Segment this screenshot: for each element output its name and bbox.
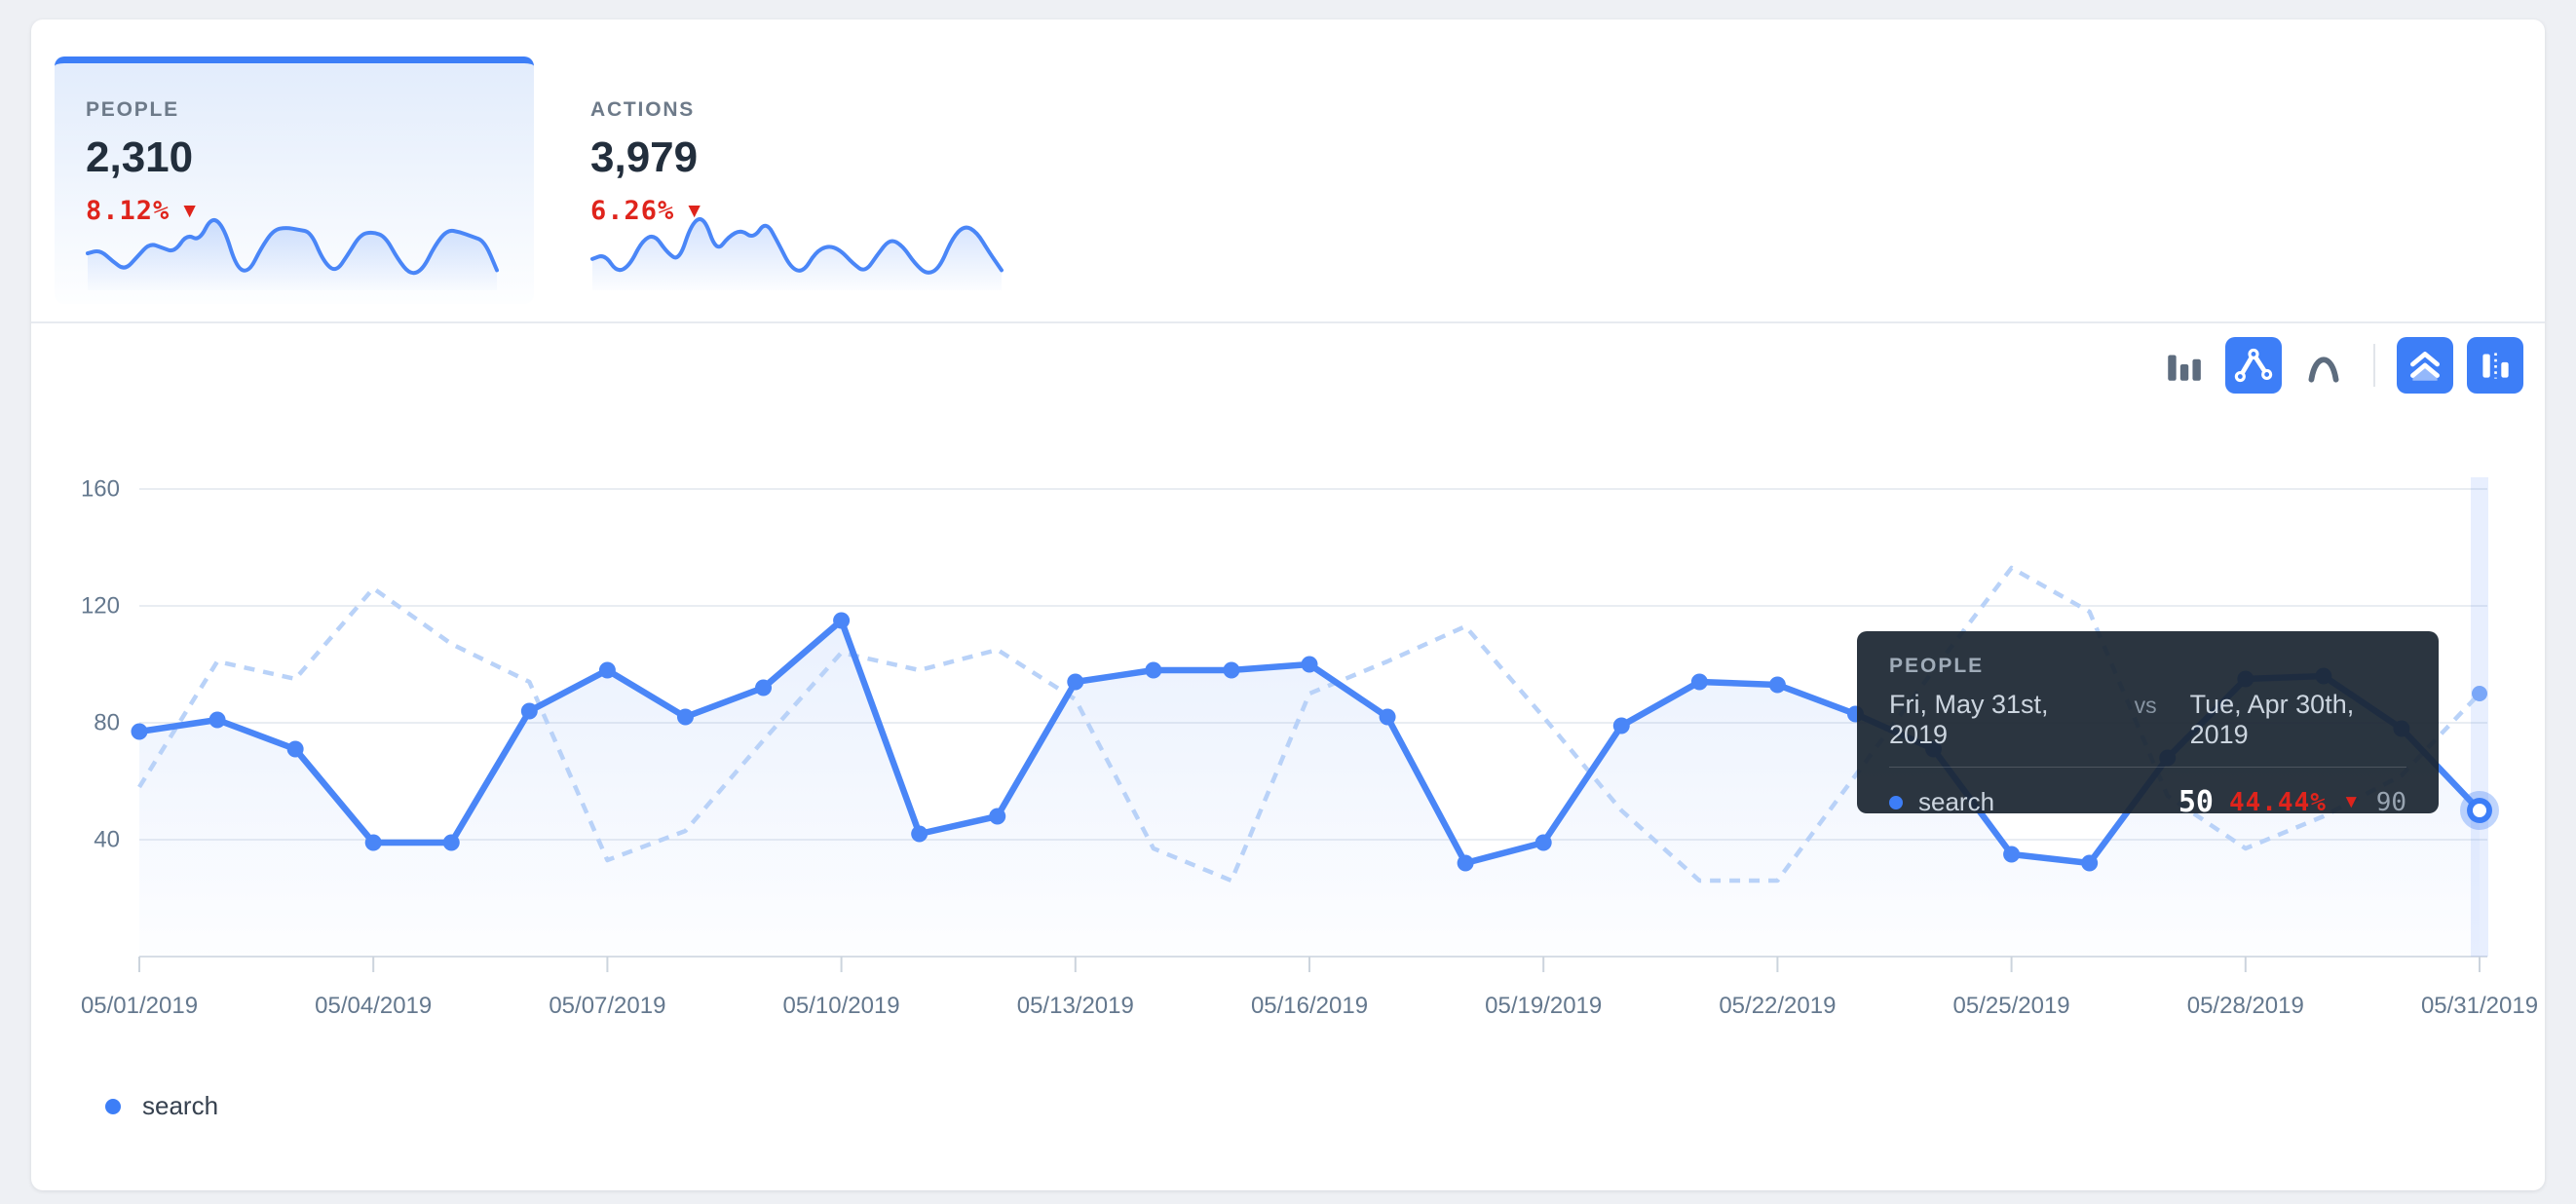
svg-text:05/13/2019: 05/13/2019 — [1017, 993, 1134, 1019]
legend-label: search — [142, 1091, 219, 1120]
bar-chart-button[interactable] — [2155, 337, 2212, 394]
tooltip-series-row: search 50 44.44% ▼ 90 — [1889, 785, 2406, 819]
tooltip-dates: Fri, May 31st, 2019 vs Tue, Apr 30th, 20… — [1889, 690, 2406, 750]
curve-chart-button[interactable] — [2295, 337, 2352, 394]
change-percent: 6.26% — [590, 196, 675, 226]
svg-text:160: 160 — [81, 476, 120, 503]
down-arrow-icon: ▼ — [179, 200, 201, 222]
tooltip-date-current: Fri, May 31st, 2019 — [1889, 690, 2049, 749]
svg-text:40: 40 — [94, 827, 120, 853]
tooltip-current-value: 50 — [2178, 785, 2214, 819]
compare-columns-icon — [2482, 353, 2509, 379]
stacked-area-button[interactable] — [2397, 337, 2453, 394]
tooltip-date-previous: Tue, Apr 30th, 2019 — [2189, 690, 2355, 749]
card-change: 8.12% ▼ — [86, 196, 503, 226]
svg-text:05/07/2019: 05/07/2019 — [549, 993, 665, 1019]
tooltip-divider — [1889, 767, 2406, 768]
svg-text:05/22/2019: 05/22/2019 — [1719, 993, 1836, 1019]
tooltip-vs-label: vs — [2134, 693, 2157, 718]
svg-text:05/04/2019: 05/04/2019 — [315, 993, 432, 1019]
series-ring-icon — [1889, 795, 1903, 809]
line-chart-icon — [2234, 348, 2273, 383]
svg-text:05/01/2019: 05/01/2019 — [81, 993, 198, 1019]
change-percent: 8.12% — [86, 196, 170, 226]
curve-chart-icon — [2308, 357, 2339, 383]
compare-columns-button[interactable] — [2467, 337, 2523, 394]
down-arrow-icon: ▼ — [2341, 791, 2361, 812]
tooltip-series-label: search — [1918, 787, 1995, 816]
tooltip-title: PEOPLE — [1889, 655, 1985, 677]
card-label: ACTIONS — [590, 98, 696, 121]
toolbar-divider — [2373, 344, 2375, 387]
legend[interactable]: search — [105, 1091, 218, 1121]
svg-text:05/10/2019: 05/10/2019 — [783, 993, 900, 1019]
chart-tooltip: PEOPLE Fri, May 31st, 2019 vs Tue, Apr 3… — [1857, 631, 2439, 819]
svg-text:05/28/2019: 05/28/2019 — [2187, 993, 2304, 1019]
section-divider — [31, 321, 2545, 323]
metric-cards: PEOPLE 2,310 8.12% ▼ ACTIONS 3,979 6.26%… — [55, 56, 1039, 304]
card-value: 2,310 — [86, 133, 194, 181]
svg-text:05/25/2019: 05/25/2019 — [1953, 993, 2070, 1019]
card-value: 3,979 — [590, 133, 699, 181]
tooltip-change-percent: 44.44% — [2228, 787, 2327, 817]
card-label: PEOPLE — [86, 98, 179, 121]
svg-text:05/31/2019: 05/31/2019 — [2421, 993, 2538, 1019]
svg-text:05/19/2019: 05/19/2019 — [1485, 993, 1602, 1019]
line-chart-button[interactable] — [2225, 337, 2282, 394]
stacked-area-icon — [2410, 352, 2440, 381]
metric-card-actions[interactable]: ACTIONS 3,979 6.26% ▼ — [559, 56, 1039, 304]
actions-sparkline — [590, 216, 1004, 290]
bar-chart-icon — [2168, 355, 2201, 381]
people-sparkline — [86, 218, 499, 290]
svg-text:05/16/2019: 05/16/2019 — [1251, 993, 1368, 1019]
chart-type-toolbar — [2155, 337, 2523, 394]
series-ring-icon — [105, 1098, 121, 1114]
down-arrow-icon: ▼ — [684, 200, 705, 222]
tooltip-previous-value: 90 — [2375, 787, 2406, 817]
svg-text:80: 80 — [94, 710, 120, 736]
svg-text:120: 120 — [81, 593, 120, 620]
card-change: 6.26% ▼ — [590, 196, 1007, 226]
metric-card-people[interactable]: PEOPLE 2,310 8.12% ▼ — [55, 56, 534, 304]
